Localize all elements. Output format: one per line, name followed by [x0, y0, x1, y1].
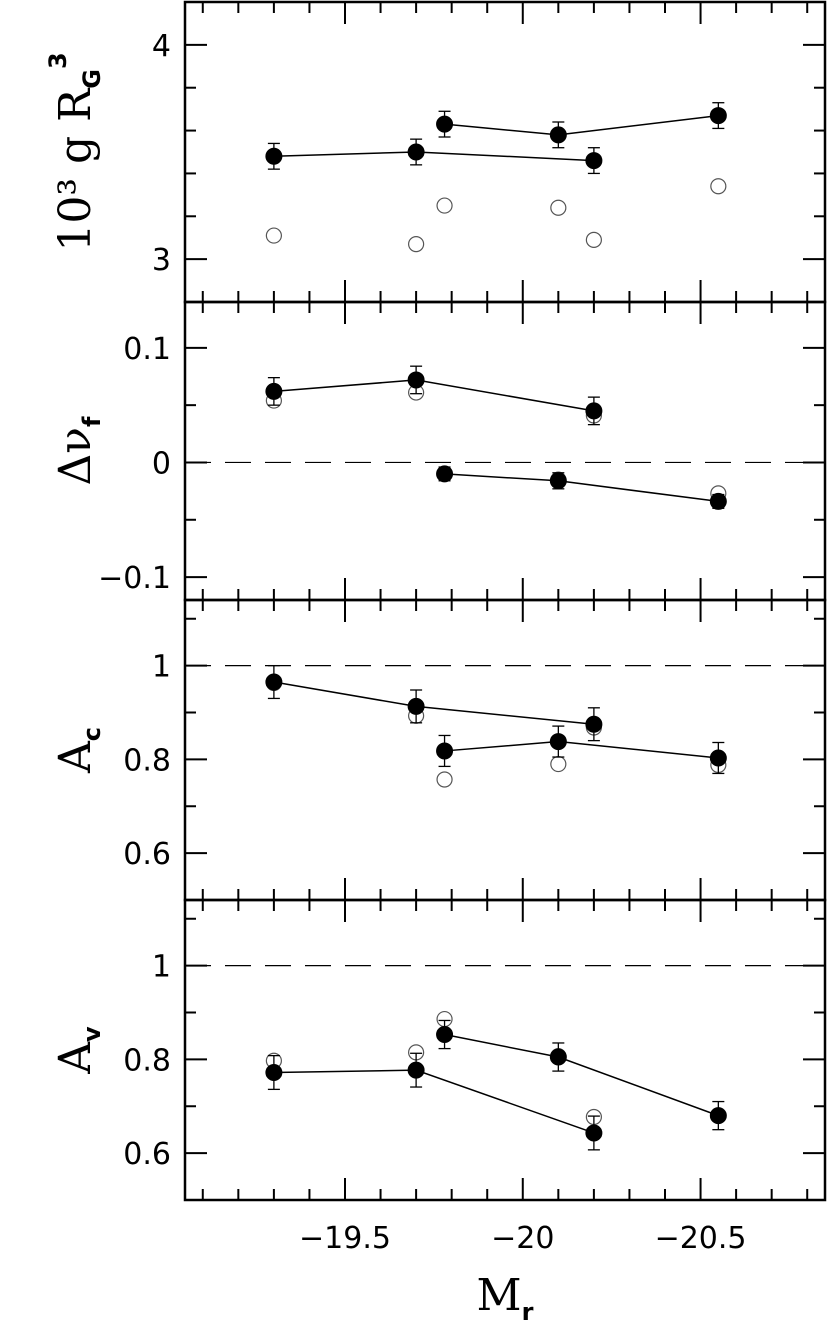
y-tick-label: −0.1: [98, 561, 171, 596]
filled-point: [265, 382, 283, 400]
y-axis-label: Av: [50, 1026, 106, 1075]
y-axis-label-sub: v: [78, 1026, 106, 1042]
y-axis-label-main: 10³ g R: [50, 87, 101, 252]
x-tick-label: −20: [491, 1221, 554, 1256]
x-tick-label: −20.5: [655, 1221, 747, 1256]
y-tick-label: 3: [152, 243, 171, 278]
panel-frame: [183, 300, 827, 602]
open-point: [550, 755, 567, 773]
open-point: [436, 771, 453, 788]
x-tick-label: −19.5: [299, 1221, 391, 1256]
filled-point: [709, 749, 727, 767]
filled-point: [265, 673, 283, 691]
y-tick-label: 0.6: [123, 837, 171, 872]
filled-point: [436, 742, 454, 760]
panel-frame: [183, 598, 827, 902]
y-tick-label: 0.8: [123, 1043, 171, 1078]
filled-point: [265, 147, 283, 165]
y-axis-label: Ac: [50, 727, 106, 774]
y-axis-label: Δνf: [50, 416, 106, 486]
y-tick-label: 1: [152, 650, 171, 685]
open-point: [436, 197, 453, 214]
filled-point: [407, 371, 425, 389]
filled-point: [436, 115, 454, 133]
x-axis-label: Mr: [477, 1270, 534, 1324]
panel-4: 0.6 0.8 1 Av: [50, 898, 827, 1202]
y-axis-label-main: A: [50, 740, 101, 774]
y-tick-label: 0.1: [123, 332, 171, 367]
y-axis-label-sup: 3: [44, 52, 72, 69]
y-axis-label-main: A: [50, 1041, 101, 1075]
filled-point: [407, 1061, 425, 1079]
panel-3: 0.6 0.8 1 Ac: [50, 598, 827, 902]
y-tick-label: 0.8: [123, 743, 171, 778]
filled-point: [549, 733, 567, 751]
open-point: [265, 227, 282, 244]
filled-point: [709, 107, 727, 125]
open-point: [585, 231, 602, 248]
panel-frame: [183, 898, 827, 1202]
filled-point: [585, 715, 603, 733]
filled-point: [407, 143, 425, 161]
open-point: [710, 178, 727, 195]
x-axis-label-sub: r: [522, 1298, 534, 1324]
x-axis-label-main: M: [477, 1270, 522, 1321]
filled-point: [549, 1048, 567, 1066]
open-point: [550, 199, 567, 216]
y-tick-label: 0: [152, 446, 171, 481]
filled-point: [585, 402, 603, 420]
y-axis-label-sub: c: [78, 727, 106, 741]
y-tick-label: 0.6: [123, 1137, 171, 1172]
series-line: [444, 114, 719, 136]
filled-point: [549, 126, 567, 144]
open-point: [408, 236, 425, 253]
y-tick-label: 1: [152, 950, 171, 985]
series-line: [273, 681, 594, 725]
series-line: [273, 379, 595, 412]
series-line: [444, 740, 719, 759]
y-axis-label: 10³ g RG3: [44, 52, 106, 251]
series-line: [444, 473, 719, 503]
series-line: [273, 151, 594, 162]
filled-point: [585, 1124, 603, 1142]
filled-point: [709, 1107, 727, 1125]
filled-point: [585, 152, 603, 170]
filled-point: [407, 697, 425, 715]
y-tick-label: 4: [152, 29, 171, 64]
series-line: [273, 1069, 595, 1134]
series-line: [444, 1033, 719, 1117]
filled-point: [709, 492, 727, 510]
filled-point: [549, 472, 567, 490]
filled-point: [265, 1064, 283, 1081]
filled-point: [436, 1026, 454, 1044]
y-axis-label-sub: G: [78, 69, 106, 89]
y-axis-label-main: Δν: [50, 427, 101, 486]
panel-2: −0.1 0 0.1 Δνf: [50, 300, 827, 602]
filled-point: [436, 465, 454, 483]
y-axis-label-sub: f: [78, 416, 106, 427]
